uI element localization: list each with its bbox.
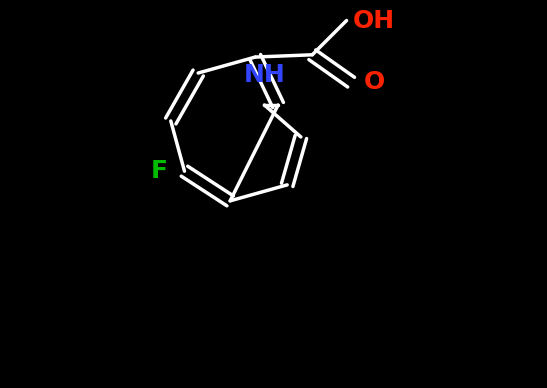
Text: OH: OH [353,9,395,33]
Text: O: O [363,70,385,94]
Text: NH: NH [243,63,285,87]
Text: F: F [151,159,168,183]
